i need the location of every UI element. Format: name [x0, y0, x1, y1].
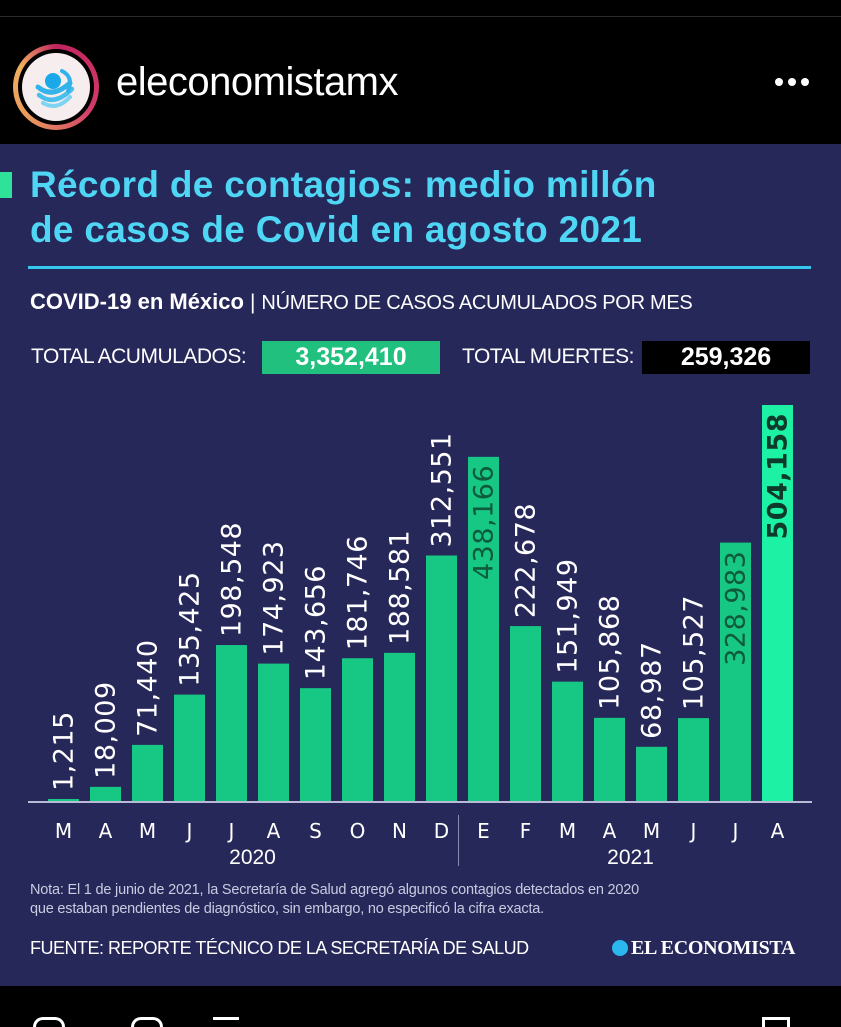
x-tick-label: N — [392, 819, 407, 843]
x-tick-label: A — [603, 819, 617, 843]
bar-value-label: 68,987 — [637, 641, 668, 738]
bar — [90, 786, 121, 801]
bar-value-label: 181,746 — [343, 535, 374, 650]
x-tick-label: M — [139, 819, 156, 843]
x-tick-label: M — [55, 819, 72, 843]
bar — [720, 542, 751, 801]
footnote-line-1: Nota: El 1 de junio de 2021, la Secretar… — [30, 882, 639, 898]
x-tick-label: J — [227, 819, 235, 843]
total-deaths-label: TOTAL MUERTES: — [462, 345, 634, 368]
source-credit: FUENTE: REPORTE TÉCNICO DE LA SECRETARÍA… — [30, 938, 529, 958]
bar-value-label: 105,527 — [679, 595, 710, 710]
bar — [510, 626, 541, 801]
x-tick-label: J — [731, 819, 739, 843]
bar-value-label: 312,551 — [427, 432, 458, 547]
x-tick-label: M — [559, 819, 576, 843]
bar-value-label: 438,166 — [469, 465, 500, 580]
bar — [342, 658, 373, 801]
x-tick-label: F — [520, 819, 532, 843]
bar — [678, 718, 709, 801]
x-tick-label: D — [434, 819, 449, 843]
brand-globe-icon — [612, 940, 628, 956]
monthly-cases-bar-chart: 1,215 M 18,009 A 71,440 M 135,425 J 198,548 J 174,… — [28, 405, 812, 869]
post-username[interactable]: eleconomistamx — [116, 60, 399, 104]
x-tick-label: S — [309, 819, 322, 843]
bar — [132, 744, 163, 801]
post-header — [0, 18, 841, 144]
x-tick-label: A — [771, 819, 785, 843]
bar-value-label: 143,656 — [301, 565, 332, 680]
subtitle-description: NÚMERO DE CASOS ACUMULADOS POR MES — [261, 292, 693, 314]
bar-value-label: 198,548 — [217, 522, 248, 637]
bar-value-label: 328,983 — [721, 551, 752, 666]
title-line-2: de casos de Covid en agosto 2021 — [30, 209, 643, 250]
infographic-title: Récord de contagios: medio millón de cas… — [30, 162, 830, 252]
bar-value-label: 18,009 — [91, 681, 122, 778]
brand-name: EL ECONOMISTA — [631, 937, 796, 959]
save-bookmark-icon[interactable] — [762, 1017, 790, 1027]
comment-icon[interactable] — [131, 1017, 163, 1027]
bar — [48, 799, 79, 801]
bar — [762, 405, 793, 801]
footnote-line-2: que estaban pendientes de diagnóstico, s… — [30, 901, 544, 917]
bar-value-label: 1,215 — [49, 711, 80, 791]
bar-value-label: 135,425 — [175, 571, 206, 686]
el-economista-globe-icon — [22, 53, 90, 121]
x-tick-label: M — [643, 819, 660, 843]
bar-value-label: 105,868 — [595, 595, 626, 710]
bar-value-label: 174,923 — [259, 540, 290, 655]
status-divider — [0, 16, 841, 17]
title-accent-mark — [0, 172, 12, 198]
title-divider — [28, 266, 811, 269]
bar-value-label: 71,440 — [133, 639, 164, 736]
bar — [636, 746, 667, 801]
x-tick-label: A — [267, 819, 281, 843]
bar — [216, 645, 247, 801]
bar — [594, 717, 625, 801]
brand-logo: EL ECONOMISTA — [612, 937, 795, 960]
infographic-card — [0, 144, 841, 986]
bar — [174, 694, 205, 801]
subtitle-bold: COVID-19 en México — [30, 289, 244, 314]
bar-value-label: 188,581 — [385, 530, 416, 645]
profile-avatar[interactable] — [13, 44, 99, 130]
total-cases-value: 3,352,410 — [262, 341, 440, 374]
bar — [258, 663, 289, 801]
bar — [384, 652, 415, 801]
bar-value-label: 151,949 — [553, 558, 584, 673]
x-tick-label: J — [185, 819, 193, 843]
x-tick-label: J — [689, 819, 697, 843]
subtitle-separator: | — [249, 291, 256, 314]
x-tick-label: E — [477, 819, 490, 843]
bar — [468, 456, 499, 801]
post-actions-bar — [0, 986, 841, 1024]
bar-value-label: 504,158 — [763, 413, 794, 539]
ellipsis-icon[interactable] — [775, 76, 809, 90]
x-tick-label: A — [99, 819, 113, 843]
year-label: 2021 — [607, 846, 654, 869]
bar-value-label: 222,678 — [511, 503, 542, 618]
total-deaths-value: 259,326 — [642, 341, 810, 374]
bar — [552, 681, 583, 801]
footnote: Nota: El 1 de junio de 2021, la Secretar… — [30, 881, 820, 919]
share-icon[interactable] — [213, 1017, 239, 1027]
chart-subtitle: COVID-19 en México | NÚMERO DE CASOS ACUMU… — [30, 289, 693, 315]
total-cases-label: TOTAL ACUMULADOS: — [31, 345, 247, 368]
x-tick-label: O — [350, 819, 366, 843]
title-line-1: Récord de contagios: medio millón — [30, 164, 657, 205]
bar — [300, 688, 331, 801]
bar — [426, 555, 457, 801]
like-heart-icon[interactable] — [33, 1017, 65, 1027]
year-label: 2020 — [229, 846, 276, 869]
